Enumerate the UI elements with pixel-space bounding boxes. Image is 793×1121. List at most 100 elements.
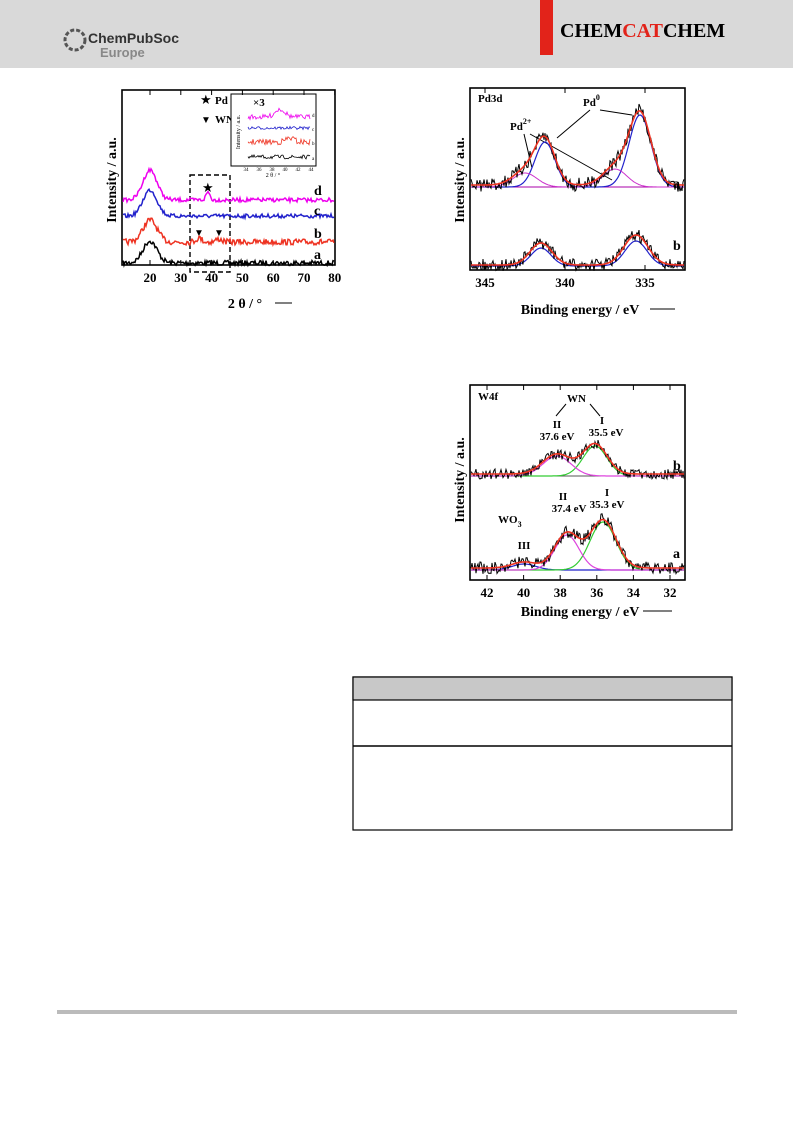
inset-curve-label: b <box>312 142 315 147</box>
spectrum <box>471 518 684 569</box>
x-tick-label: 40 <box>517 585 530 600</box>
star: ★ <box>202 180 214 195</box>
x-tick-label: 80 <box>328 270 341 285</box>
x-label: Binding energy / eV <box>521 605 640 620</box>
table <box>352 676 733 831</box>
curve-label: d <box>314 184 322 199</box>
curve-label: a <box>314 248 321 263</box>
spectrum <box>471 445 684 477</box>
annotation: Pd2+ <box>510 117 532 133</box>
y-label: Intensity / a.u. <box>105 137 120 223</box>
spectrum <box>471 114 684 188</box>
spectrum <box>122 166 335 205</box>
annotation: WO3 <box>498 514 522 529</box>
x-tick-label: 335 <box>635 275 655 290</box>
zoom-box <box>189 174 231 273</box>
frame <box>469 384 686 581</box>
inset-y-label: Intensity / a.u. <box>236 114 242 149</box>
annotation-sub: 3 <box>518 520 522 529</box>
triangle: ▼ <box>194 228 204 239</box>
annotation: 37.4 eV <box>552 503 587 515</box>
publisher: ChemPubSoc <box>88 30 179 46</box>
journal-part: CAT <box>622 20 663 42</box>
annotation-sup: 0 <box>596 93 600 102</box>
journal-part: CHEM <box>663 20 725 42</box>
header-band <box>0 0 793 68</box>
spectrum <box>122 188 335 221</box>
annotation-sup: 2+ <box>523 117 532 126</box>
curve-label: a <box>673 177 680 192</box>
x-tick-label: 20 <box>144 270 157 285</box>
x-tick-label: 36 <box>590 585 604 600</box>
x-tick-label: 50 <box>236 270 249 285</box>
x-tick-label: 40 <box>205 270 218 285</box>
inset-curve-label: d <box>312 114 315 119</box>
journal: CHEMCATCHEM <box>560 20 725 42</box>
inset-tick-label: 40 <box>283 168 289 173</box>
legend: Pd <box>215 95 228 107</box>
inset-tick-label: 44 <box>309 168 315 173</box>
annotation: III <box>518 540 531 552</box>
pointer <box>523 109 633 181</box>
x-tick-label: 32 <box>664 585 677 600</box>
spectrum <box>471 110 684 186</box>
spectrum <box>471 534 684 571</box>
inset-tick-label: 36 <box>257 168 263 173</box>
annotation: Pd0 <box>583 93 600 109</box>
inset-factor: ×3 <box>253 97 265 109</box>
x-tick-label: 34 <box>627 585 641 600</box>
spectrum <box>122 217 335 248</box>
annotation: 37.6 eV <box>540 431 575 443</box>
annotation: I <box>605 487 609 499</box>
spectrum <box>247 154 311 160</box>
star: ★ <box>200 92 212 107</box>
annotation: 35.3 eV <box>590 499 625 511</box>
inset-x-label: 2 θ / ° <box>266 172 281 179</box>
inset-tick-label: 38 <box>270 168 276 173</box>
annotation-text: WO <box>498 514 518 526</box>
logo <box>63 28 87 52</box>
inset-tick-label: 42 <box>296 168 302 173</box>
spectrum <box>471 442 684 475</box>
x-label: Binding energy / eV <box>521 303 640 318</box>
curve-label: b <box>673 239 681 254</box>
curve-label: c <box>314 204 320 219</box>
x-tick-label: 340 <box>555 275 575 290</box>
x-tick-label: 30 <box>174 270 187 285</box>
x-tick-label: 70 <box>298 270 311 285</box>
annotation: II <box>553 419 562 431</box>
annotation: I <box>600 415 604 427</box>
triangle: ▼ <box>201 115 211 126</box>
inset-curve-label: a <box>312 157 315 162</box>
annotation-text: Pd <box>583 97 596 109</box>
x-tick-label: 60 <box>267 270 280 285</box>
panel-title: Pd3d <box>478 93 502 105</box>
spectrum <box>247 107 311 121</box>
x-tick-label: 38 <box>554 585 568 600</box>
curve-label: a <box>673 547 680 562</box>
spectrum <box>247 136 311 146</box>
annotation: II <box>559 491 568 503</box>
curve-label: b <box>673 459 681 474</box>
y-label: Intensity / a.u. <box>453 437 468 523</box>
frame <box>469 87 686 271</box>
x-label: 2 θ / ° <box>228 297 262 312</box>
frame <box>121 89 336 266</box>
panel-title: W4f <box>478 391 499 403</box>
spectrum <box>247 125 311 131</box>
triangle: ▼ <box>214 228 224 239</box>
annotation: 35.5 eV <box>589 427 624 439</box>
spectrum <box>122 240 335 269</box>
pointer <box>555 403 601 417</box>
annotation: WN <box>567 393 586 405</box>
table-header <box>352 676 733 701</box>
publisher-sub: Europe <box>100 45 145 60</box>
annotation-text: Pd <box>510 121 523 133</box>
y-label: Intensity / a.u. <box>453 137 468 223</box>
curve-label: b <box>314 227 322 242</box>
journal-part: CHEM <box>560 20 622 42</box>
x-tick-label: 345 <box>475 275 495 290</box>
spectrum <box>470 439 685 481</box>
spectrum <box>471 234 684 266</box>
inset-tick-label: 34 <box>244 168 250 173</box>
